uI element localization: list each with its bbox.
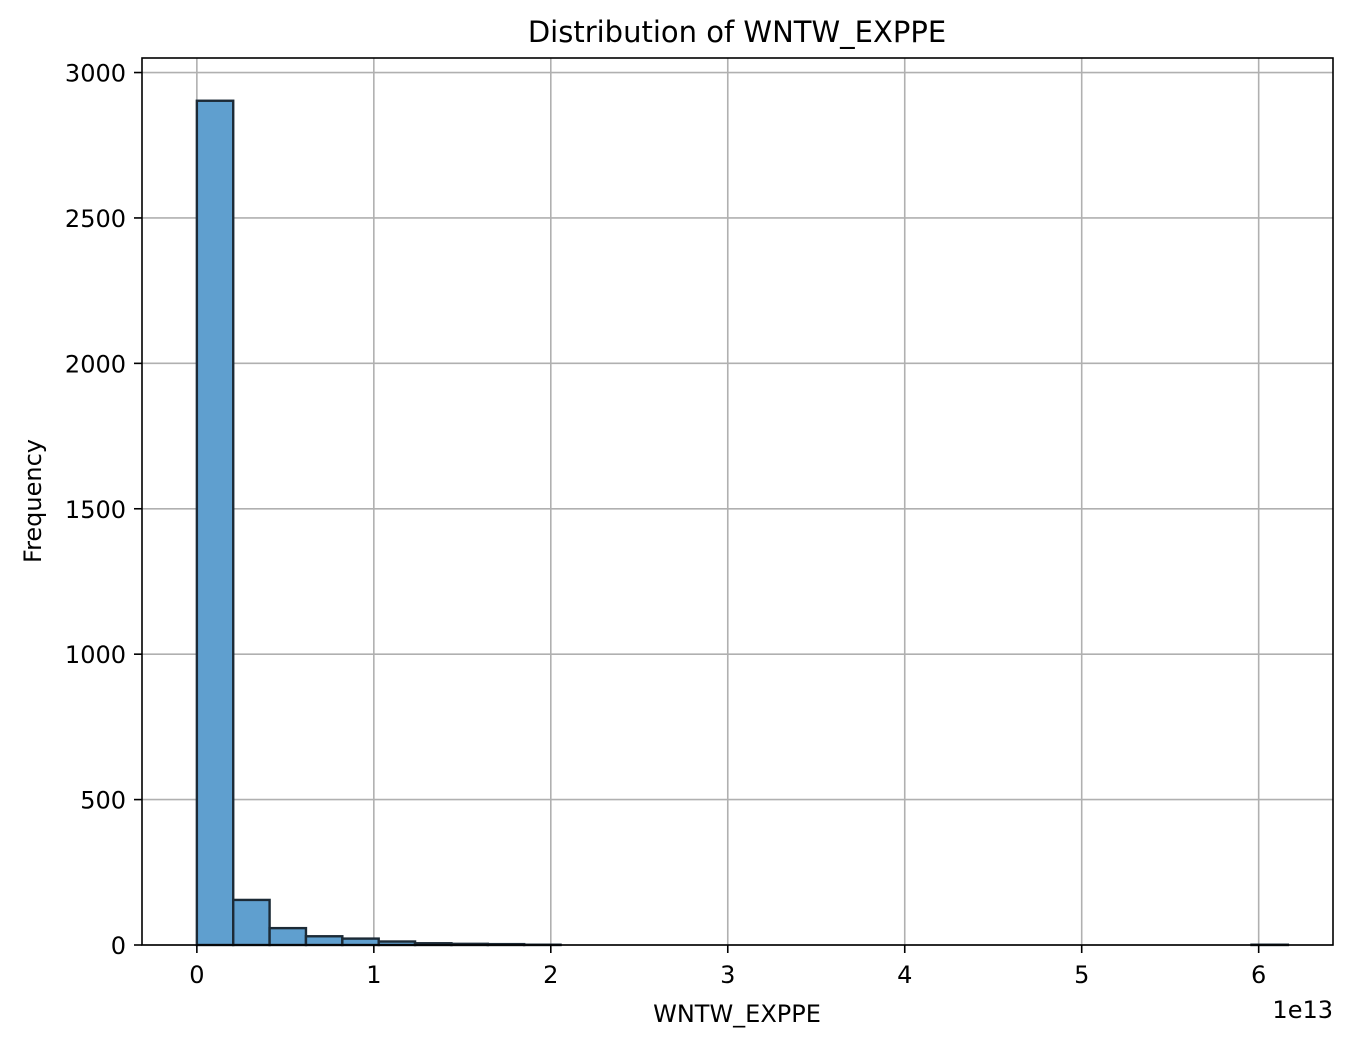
x-tick-label: 2 xyxy=(543,961,558,989)
plot-frame xyxy=(141,57,1334,946)
histogram-bar xyxy=(268,926,308,947)
histogram-bar xyxy=(195,99,235,947)
y-tick-label: 2500 xyxy=(65,205,126,233)
ticks-layer: 0 1 2 3 4 5 6 0 500 1000 1500 2000 2500 3000 xyxy=(65,60,1266,989)
y-tick-label: 3000 xyxy=(65,60,126,88)
histogram-bar xyxy=(304,935,344,947)
chart-title: Distribution of WNTW_EXPPE xyxy=(528,15,946,49)
y-tick-label: 2000 xyxy=(65,350,126,378)
y-tick-label: 1000 xyxy=(65,641,126,669)
x-offset-label: 1e13 xyxy=(1272,996,1333,1024)
x-tick-label: 0 xyxy=(189,961,204,989)
x-tick-label: 5 xyxy=(1074,961,1089,989)
grid-layer xyxy=(142,58,1333,946)
y-axis-title: Frequency xyxy=(19,439,47,563)
x-axis-title: WNTW_EXPPE xyxy=(653,1000,821,1028)
y-tick-label: 1500 xyxy=(65,496,126,524)
x-tick-label: 3 xyxy=(720,961,735,989)
x-tick-label: 4 xyxy=(897,961,912,989)
histogram-bar xyxy=(341,937,380,947)
histogram-bar xyxy=(232,898,271,947)
y-tick-label: 0 xyxy=(111,932,126,960)
y-tick-label: 500 xyxy=(80,787,126,815)
bars-layer xyxy=(195,99,1290,947)
x-tick-label: 1 xyxy=(366,961,381,989)
x-tick-label: 6 xyxy=(1251,961,1266,989)
